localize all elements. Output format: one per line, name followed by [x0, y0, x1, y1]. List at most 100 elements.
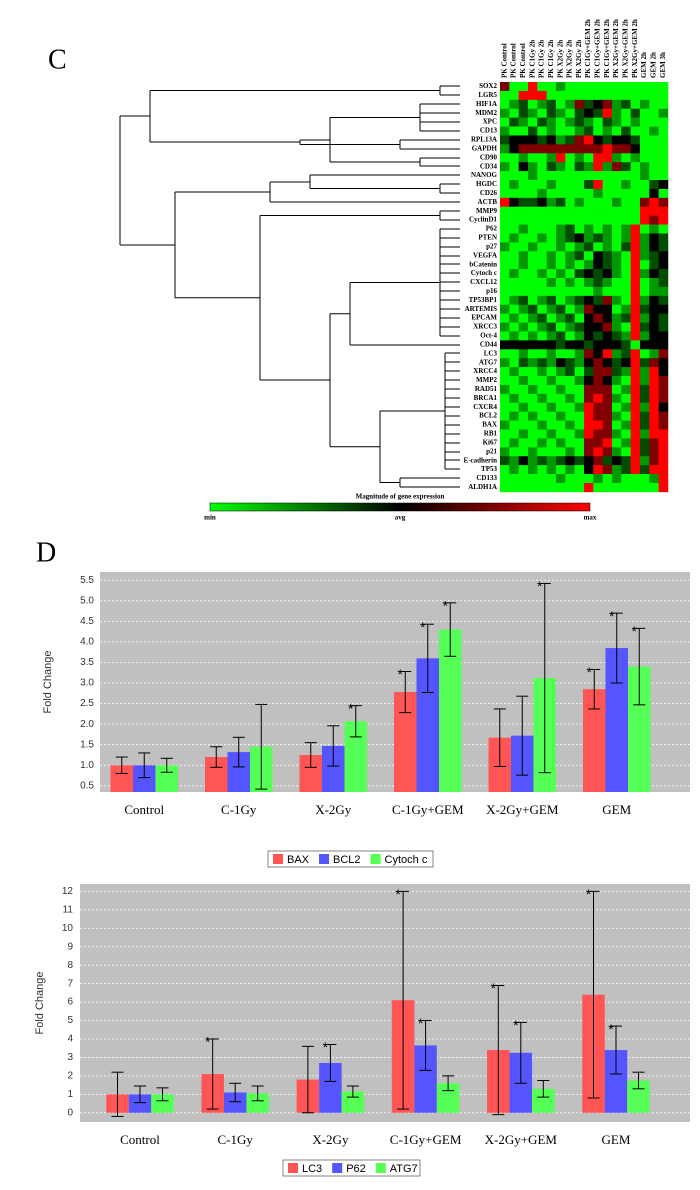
heatmap-cell [518, 295, 529, 306]
heatmap-cell [593, 286, 603, 297]
heatmap-cell [574, 233, 585, 243]
heatmap-cell [537, 331, 547, 341]
heatmap-cell [658, 447, 669, 457]
heatmap-cell [649, 447, 659, 457]
heatmap-cell [658, 260, 669, 270]
heatmap-cell [649, 474, 659, 484]
heatmap-cell [500, 411, 510, 421]
heatmap-cell [546, 438, 557, 448]
heatmap-cell [649, 456, 659, 466]
heatmap-cell [509, 286, 519, 297]
heatmap-cell [639, 429, 650, 439]
heatmap-cell [649, 224, 659, 234]
y-tick-label: 12 [62, 886, 74, 897]
heatmap-cell [565, 188, 575, 199]
heatmap-cell [602, 260, 613, 270]
y-tick-label: 4.5 [80, 616, 94, 627]
heatmap-cell [527, 420, 538, 430]
heatmap-cell [509, 197, 519, 208]
heatmap-cell [537, 135, 547, 145]
x-tick-label: GEM [602, 1132, 631, 1147]
heatmap-cell [555, 197, 566, 208]
heatmap-cell [565, 126, 575, 136]
heatmap-cell [527, 376, 538, 386]
heatmap-cell [546, 367, 557, 377]
heatmap-cell [518, 215, 529, 225]
column-label: PK X2Gy+GEM 2h [622, 19, 630, 78]
heatmap-cell [500, 126, 510, 136]
heatmap-cell [639, 331, 650, 341]
legend-label: ATG7 [390, 1163, 418, 1175]
heatmap-cell [537, 206, 547, 216]
heatmap-cell [630, 188, 641, 199]
heatmap-cell [658, 215, 669, 225]
heatmap-cell [658, 402, 669, 412]
heatmap-cell [658, 188, 669, 199]
heatmap-cell [574, 402, 585, 412]
heatmap-cell [593, 456, 603, 466]
heatmap-cell [518, 465, 529, 475]
row-label: bCatenin [469, 260, 497, 268]
heatmap-cell [583, 117, 594, 127]
heatmap-cell [621, 188, 631, 199]
significance-star: * [420, 619, 426, 635]
heatmap-cell [649, 367, 659, 377]
y-tick-label: 9 [67, 941, 73, 952]
heatmap-cell [630, 153, 641, 163]
heatmap-cell [621, 429, 631, 439]
heatmap-cell [527, 162, 538, 172]
heatmap-cell [509, 376, 519, 386]
heatmap-cell [621, 331, 631, 341]
heatmap-cell [602, 367, 613, 377]
heatmap-cell [658, 242, 669, 252]
heatmap-cell [593, 162, 603, 172]
row-label: CXCL12 [470, 278, 497, 286]
heatmap-cell [611, 474, 622, 484]
heatmap-cell [630, 251, 641, 261]
bar [299, 754, 322, 792]
heatmap-cell [593, 438, 603, 448]
heatmap-cell [518, 447, 529, 457]
heatmap-cell [518, 322, 529, 332]
heatmap-cell [649, 429, 659, 439]
heatmap-cell [602, 108, 613, 118]
heatmap-cell [509, 99, 519, 110]
heatmap-cell [509, 438, 519, 448]
heatmap-cell [518, 278, 529, 288]
y-tick-label: 3 [67, 1052, 73, 1063]
heatmap-cell [500, 358, 510, 368]
column-label: PK C1Gy+GEM 2h [584, 19, 592, 78]
heatmap-cell [649, 295, 659, 306]
row-label: ARTEMIS [465, 305, 498, 313]
heatmap-cell [527, 349, 538, 359]
row-label: MMP2 [476, 376, 497, 384]
legend-swatch [332, 1163, 343, 1173]
heatmap-cell [527, 188, 538, 199]
heatmap-cell [621, 126, 631, 136]
heatmap-cell [630, 117, 641, 127]
heatmap-cell [537, 482, 547, 493]
heatmap-cell [649, 108, 659, 118]
heatmap-cell [611, 447, 622, 457]
heatmap-cell [639, 135, 650, 145]
heatmap-cell [546, 447, 557, 457]
heatmap-cell [611, 215, 622, 225]
heatmap-cell [630, 242, 641, 252]
heatmap-cell [537, 340, 547, 350]
heatmap-cell [602, 465, 613, 475]
heatmap-cell [639, 393, 650, 404]
heatmap-cell [500, 260, 510, 270]
heatmap-cell [630, 286, 641, 297]
heatmap-cell [583, 465, 594, 475]
heatmap-cell [658, 295, 669, 306]
heatmap-cell [555, 206, 566, 216]
heatmap-cell [593, 171, 603, 181]
heatmap-cell [555, 286, 566, 297]
heatmap-cell [546, 260, 557, 270]
heatmap-cell [509, 358, 519, 368]
heatmap-cell [565, 206, 575, 216]
heatmap-cell [611, 126, 622, 136]
y-tick-label: 4 [67, 1034, 73, 1045]
heatmap-cell [574, 331, 585, 341]
